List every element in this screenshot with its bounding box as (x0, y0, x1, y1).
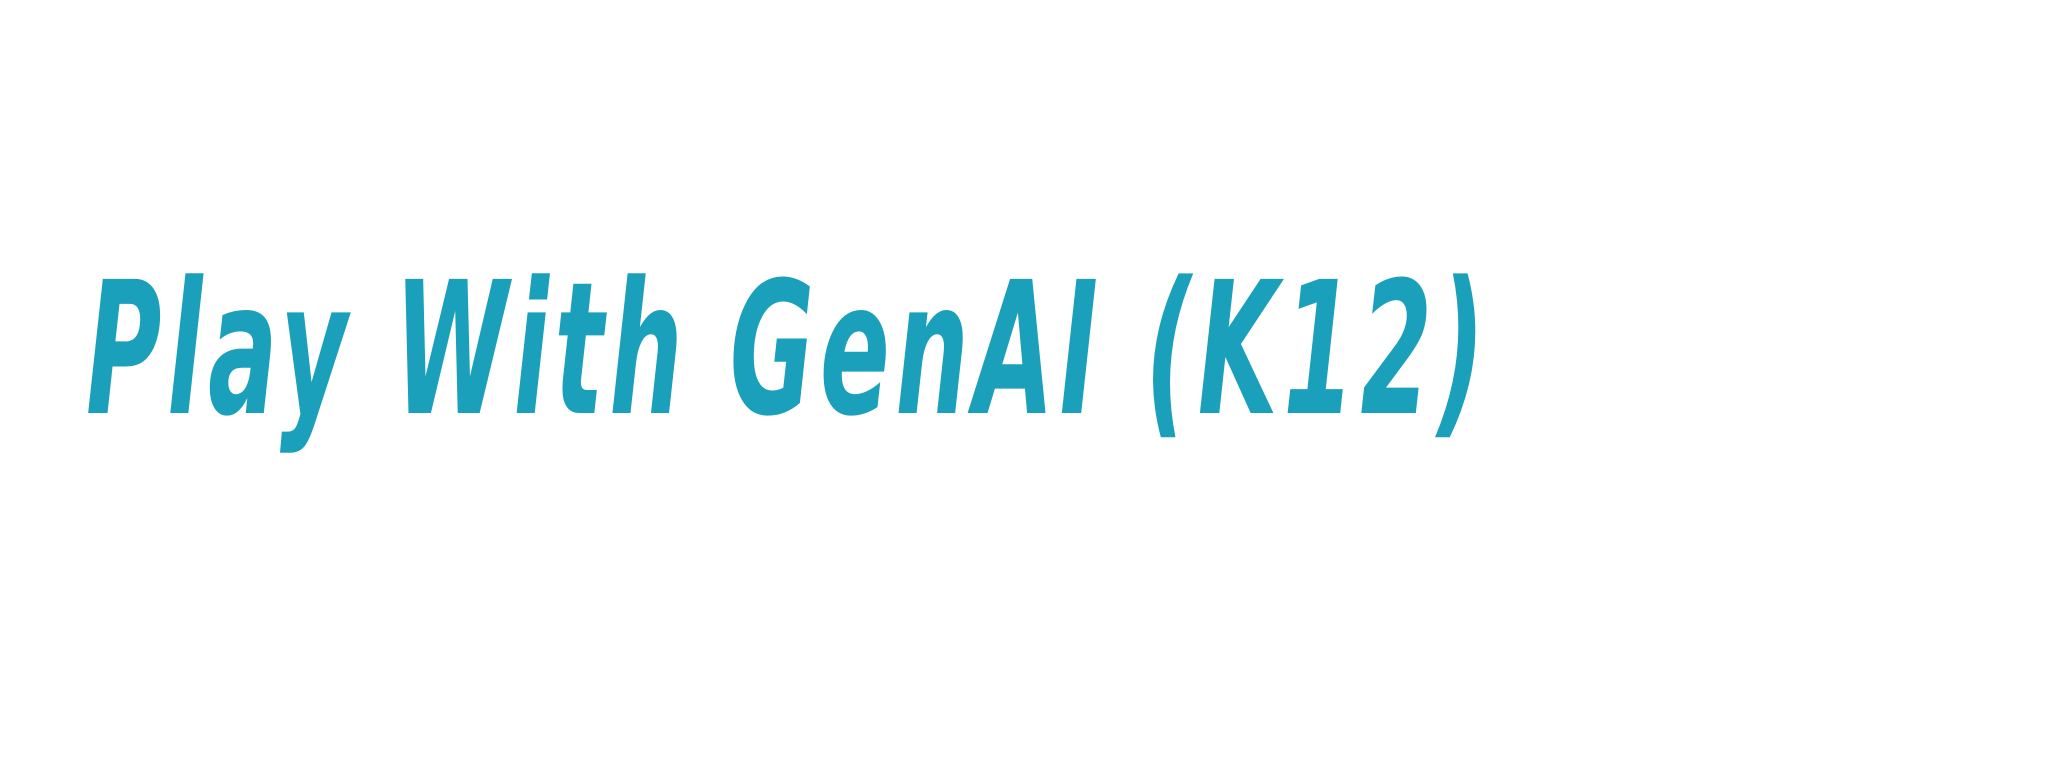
banner-title: Play With GenAI (K12) (86, 243, 1491, 457)
